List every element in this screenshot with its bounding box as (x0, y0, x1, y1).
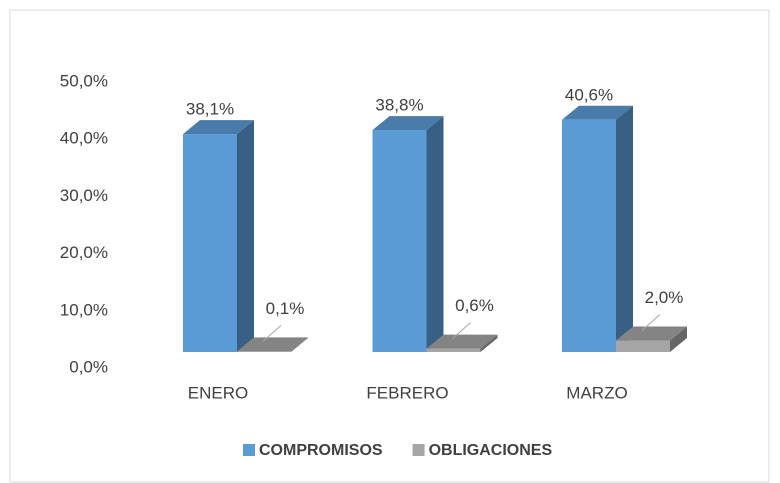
data-label: 0,6% (455, 296, 494, 315)
bar (426, 348, 481, 352)
leader-line (641, 314, 661, 331)
chart-frame (9, 9, 770, 483)
bar-top (183, 120, 254, 135)
legend-label: OBLIGACIONES (429, 442, 553, 459)
legend-swatch (243, 444, 255, 456)
leader-line (262, 325, 282, 342)
bar-top (372, 116, 444, 131)
x-tick-label: MARZO (566, 383, 627, 402)
bar (237, 351, 291, 352)
bar-top (562, 105, 633, 120)
data-label: 38,8% (375, 96, 423, 115)
bar (372, 130, 427, 352)
y-tick-label: 20,0% (60, 243, 108, 262)
y-tick-label: 50,0% (60, 71, 108, 90)
y-tick-label: 0,0% (69, 357, 108, 376)
bar-side (616, 105, 633, 352)
bar-side (291, 337, 308, 352)
data-label: 2,0% (645, 288, 684, 307)
bar-side (237, 120, 254, 353)
bar (562, 119, 616, 352)
bar-side (480, 334, 498, 352)
y-tick-label: 40,0% (60, 129, 108, 148)
y-tick-label: 30,0% (60, 186, 108, 205)
bar-top (237, 337, 308, 352)
bar (183, 134, 237, 352)
data-label: 40,6% (565, 85, 613, 104)
bar-top (616, 326, 687, 341)
bar-side (670, 326, 687, 352)
leader-line (452, 322, 471, 339)
data-label: 38,1% (186, 100, 234, 119)
bar-top (426, 334, 498, 349)
y-tick-label: 10,0% (60, 300, 108, 319)
data-label: 0,1% (266, 299, 305, 318)
legend-label: COMPROMISOS (259, 442, 383, 459)
x-tick-label: ENERO (188, 383, 248, 402)
bar-side (426, 116, 444, 353)
bar (616, 340, 670, 352)
x-tick-label: FEBRERO (366, 383, 448, 402)
legend-swatch (412, 444, 425, 456)
